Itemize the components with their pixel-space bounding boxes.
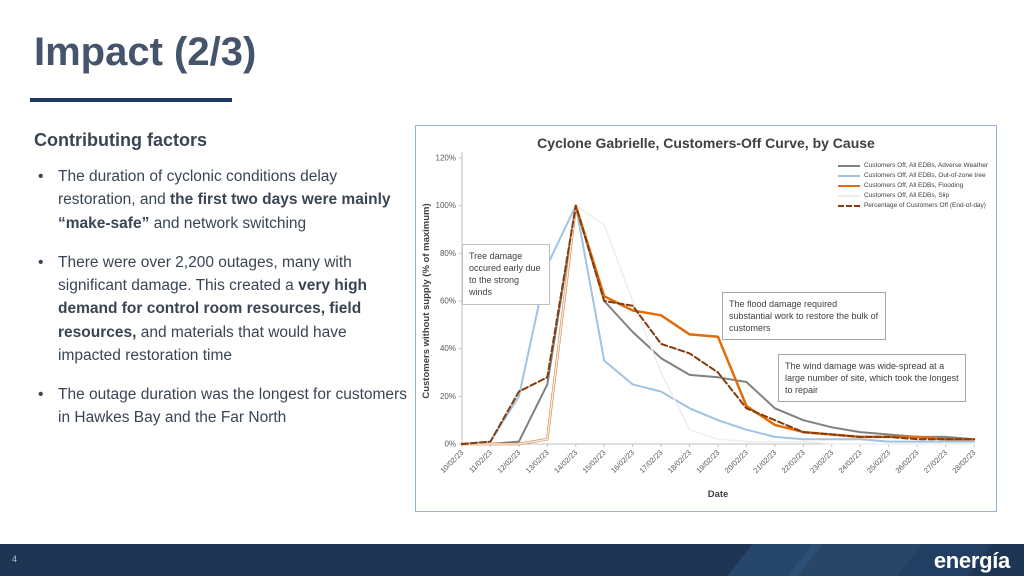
svg-text:80%: 80% xyxy=(440,249,456,258)
bullet-item: There were over 2,200 outages, many with… xyxy=(34,251,408,367)
legend-item: Percentage of Customers Off (End-of-day) xyxy=(837,202,988,209)
bullet-list: The duration of cyclonic conditions dela… xyxy=(34,165,408,430)
chart-annotation: Tree damage occured early due to the str… xyxy=(462,244,550,305)
svg-text:10/02/23: 10/02/23 xyxy=(438,448,465,475)
svg-text:24/02/23: 24/02/23 xyxy=(837,448,864,475)
svg-text:12/02/23: 12/02/23 xyxy=(495,448,522,475)
legend-swatch xyxy=(837,174,860,177)
legend-item: Customers Off, All EDBs, Flooding xyxy=(837,182,988,189)
svg-text:21/02/23: 21/02/23 xyxy=(751,448,778,475)
svg-text:0%: 0% xyxy=(444,440,456,449)
svg-text:28/02/23: 28/02/23 xyxy=(950,448,977,475)
customers-off-chart: 0% 20% 40% 60% 80% 100% 120% 10/02/23 11/02/23 12… xyxy=(421,152,977,500)
chart-annotation: The flood damage required substantial wo… xyxy=(722,292,886,341)
svg-text:17/02/23: 17/02/23 xyxy=(638,448,665,475)
svg-text:40%: 40% xyxy=(440,344,456,353)
svg-text:14/02/23: 14/02/23 xyxy=(552,448,579,475)
section-heading: Contributing factors xyxy=(34,130,207,150)
svg-text:120%: 120% xyxy=(436,154,456,163)
legend-swatch xyxy=(837,194,860,197)
footer-bar: 4 energía xyxy=(0,544,1024,576)
legend-swatch xyxy=(837,204,860,207)
svg-text:15/02/23: 15/02/23 xyxy=(581,448,608,475)
legend-swatch xyxy=(837,184,860,187)
svg-text:22/02/23: 22/02/23 xyxy=(780,448,807,475)
svg-text:16/02/23: 16/02/23 xyxy=(609,448,636,475)
svg-text:25/02/23: 25/02/23 xyxy=(865,448,892,475)
legend-item: Customers Off, All EDBs, Slip xyxy=(837,192,988,199)
svg-text:19/02/23: 19/02/23 xyxy=(694,448,721,475)
page-number: 4 xyxy=(12,554,18,564)
bullet-item: The duration of cyclonic conditions dela… xyxy=(34,165,408,235)
svg-text:27/02/23: 27/02/23 xyxy=(922,448,949,475)
chart-legend: Customers Off, All EDBs, Adverse Weather… xyxy=(837,162,988,212)
svg-text:11/02/23: 11/02/23 xyxy=(467,448,494,475)
svg-text:18/02/23: 18/02/23 xyxy=(666,448,693,475)
legend-swatch xyxy=(837,164,860,167)
chart-title: Cyclone Gabrielle, Customers-Off Curve, … xyxy=(537,135,875,151)
page-title: Impact (2/3) xyxy=(34,30,257,74)
svg-text:Date: Date xyxy=(708,489,729,500)
svg-text:Customers without supply (% of: Customers without supply (% of maximum) xyxy=(421,203,432,398)
svg-text:23/02/23: 23/02/23 xyxy=(808,448,835,475)
svg-text:20/02/23: 20/02/23 xyxy=(723,448,750,475)
svg-text:100%: 100% xyxy=(436,201,456,210)
svg-text:60%: 60% xyxy=(440,297,456,306)
legend-item: Customers Off, All EDBs, Adverse Weather xyxy=(837,162,988,169)
chart-panel: 0% 20% 40% 60% 80% 100% 120% 10/02/23 11/02/23 12… xyxy=(415,125,997,512)
energia-logo: energía xyxy=(933,548,1010,573)
legend-item: Customers Off, All EDBs, Out-of-zone tre… xyxy=(837,172,988,179)
contributing-factors-panel: Contributing factors The duration of cyc… xyxy=(34,130,408,446)
chart-annotation: The wind damage was wide-spread at a lar… xyxy=(778,354,966,403)
title-underline xyxy=(30,98,232,102)
bullet-item: The outage duration was the longest for … xyxy=(34,383,408,430)
svg-text:20%: 20% xyxy=(440,392,456,401)
svg-text:13/02/23: 13/02/23 xyxy=(524,448,551,475)
svg-text:26/02/23: 26/02/23 xyxy=(894,448,921,475)
